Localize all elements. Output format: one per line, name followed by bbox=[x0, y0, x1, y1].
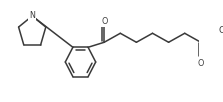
Text: N: N bbox=[29, 12, 35, 21]
Text: O: O bbox=[219, 26, 223, 35]
Text: O: O bbox=[198, 59, 204, 68]
Text: O: O bbox=[101, 17, 107, 26]
